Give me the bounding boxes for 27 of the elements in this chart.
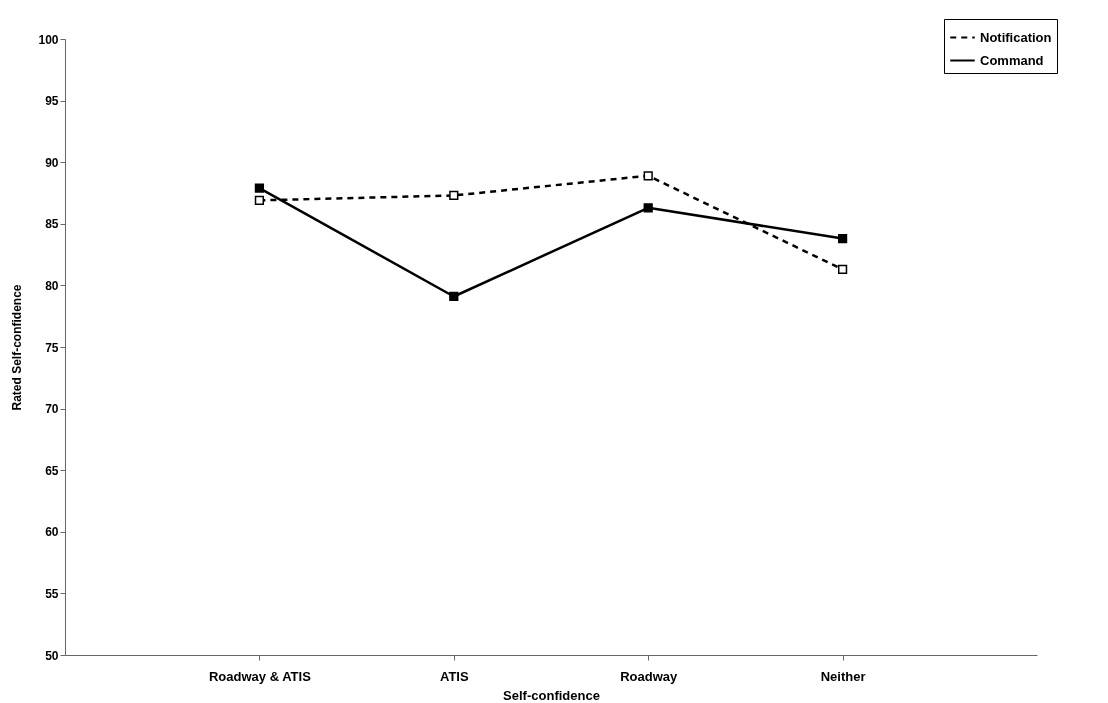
point: [254, 195, 265, 206]
point: [837, 233, 848, 244]
x-axis-title: Self-confidence: [503, 687, 600, 703]
x-tick-label: Neither: [820, 668, 866, 684]
point: [449, 291, 459, 302]
x-tick-label: ATIS: [439, 668, 469, 684]
legend-label: Command: [980, 52, 1044, 68]
y-tick-label: 85: [45, 217, 59, 232]
y-tick-label: 65: [45, 463, 59, 478]
y-tick-label: 50: [45, 648, 59, 663]
point: [837, 264, 848, 275]
y-tick-label: 55: [45, 586, 59, 601]
y-tick-label: 100: [38, 32, 59, 47]
point: [449, 190, 459, 201]
y-tick-label: 70: [45, 402, 59, 417]
y-tick-label: 80: [45, 278, 59, 293]
y-axis-title: Rated Self-confidence: [10, 284, 25, 411]
point: [643, 171, 653, 181]
point: [254, 183, 265, 193]
y-tick-label: 90: [45, 155, 59, 170]
point: [643, 203, 653, 213]
y-tick-label: 75: [45, 340, 59, 355]
x-tick-label: Roadway: [620, 668, 678, 684]
y-tick-label: 60: [45, 525, 59, 540]
legend-label: Notification: [980, 29, 1052, 45]
x-tick-label: Roadway & ATIS: [208, 668, 312, 684]
y-tick-label: 95: [45, 94, 59, 109]
